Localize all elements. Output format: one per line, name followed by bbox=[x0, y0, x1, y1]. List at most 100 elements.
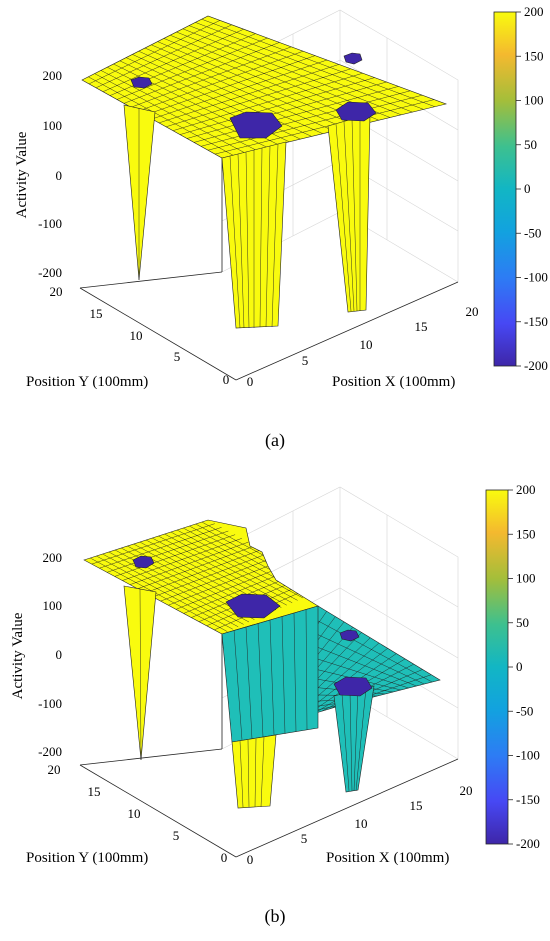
chart-a-mesh-line bbox=[200, 90, 411, 147]
chart-b-mesh-line bbox=[91, 523, 215, 565]
chart-a-mesh-line bbox=[88, 20, 220, 85]
chart-a-well-right-lines bbox=[335, 117, 361, 312]
chart-b-explored-mesh-line bbox=[303, 627, 425, 685]
chart-b-mesh-line bbox=[122, 538, 242, 581]
chart-b-hole-right bbox=[333, 676, 373, 697]
chart-a-mesh-line bbox=[193, 86, 399, 143]
chart-b-well-right bbox=[333, 685, 375, 793]
chart-b-mesh-line bbox=[114, 534, 236, 577]
chart-a-colorbar-label: 150 bbox=[524, 48, 544, 63]
caption-a: (a) bbox=[265, 430, 285, 451]
chart-b-y-ticks: 20 15 10 5 0 bbox=[48, 762, 228, 865]
chart-a-colorbar-label: 50 bbox=[524, 137, 537, 152]
chart-b: 200 100 0 -100 -200 Activity Value 20 15… bbox=[10, 482, 540, 867]
chart-a: 200 100 0 -100 -200 Activity Value 20 15… bbox=[14, 4, 548, 390]
chart-b-mesh-line bbox=[160, 556, 276, 602]
chart-a-xtick: 15 bbox=[415, 319, 428, 334]
chart-b-cliff-lines bbox=[233, 608, 308, 741]
chart-a-mesh-line bbox=[179, 77, 375, 135]
chart-b-ytick: 15 bbox=[88, 784, 101, 799]
chart-a-ytick: 20 bbox=[50, 284, 63, 299]
chart-a-colorbar-label: 200 bbox=[524, 4, 544, 19]
chart-a-ytick: 10 bbox=[130, 328, 143, 343]
chart-a-ztick: 200 bbox=[43, 68, 63, 83]
chart-a-xtick: 5 bbox=[302, 353, 309, 368]
chart-a-colorbar-label: 0 bbox=[524, 181, 531, 196]
chart-a-mesh-line bbox=[116, 37, 268, 100]
chart-b-ytick: 10 bbox=[128, 806, 141, 821]
chart-b-explored-mesh-line bbox=[310, 616, 433, 683]
chart-a-mesh bbox=[88, 18, 435, 156]
chart-a-ztick: -100 bbox=[38, 216, 62, 231]
chart-b-xtick: 20 bbox=[460, 783, 473, 798]
chart-b-xtick: 0 bbox=[247, 852, 254, 867]
chart-a-mesh-line bbox=[102, 28, 244, 92]
chart-a-mesh-line bbox=[95, 24, 232, 89]
chart-a-mesh-line bbox=[123, 42, 280, 104]
chart-a-y-ticks: 20 15 10 5 0 bbox=[50, 284, 230, 387]
chart-b-colorbar-label: 200 bbox=[516, 482, 536, 497]
chart-b-zlabel: Activity Value bbox=[10, 612, 26, 699]
chart-b-xlabel: Position X (100mm) bbox=[326, 850, 449, 866]
chart-b-colorbar: 200 150 100 50 0 -50 -100 -150 -200 bbox=[485, 482, 540, 851]
chart-a-z-ticks: 200 100 0 -100 -200 bbox=[38, 68, 62, 280]
chart-b-ylabel: Position Y (100mm) bbox=[26, 850, 148, 866]
chart-b-colorbar-label: 100 bbox=[516, 571, 536, 586]
chart-a-mesh-line bbox=[207, 94, 423, 151]
chart-a-obstacles bbox=[123, 52, 377, 329]
caption-b: (b) bbox=[265, 906, 286, 927]
chart-b-colorbar-label: 0 bbox=[516, 659, 523, 674]
chart-b-z-ticks: 200 100 0 -100 -200 bbox=[38, 550, 62, 759]
chart-a-ztick: -200 bbox=[38, 265, 62, 280]
chart-b-mesh-line bbox=[137, 545, 256, 589]
chart-b-ytick: 5 bbox=[173, 828, 180, 843]
chart-b-cliff bbox=[221, 605, 319, 743]
chart-b-xtick: 15 bbox=[410, 798, 423, 813]
chart-a-ytick: 5 bbox=[174, 349, 181, 364]
chart-a-ytick: 15 bbox=[90, 306, 103, 321]
chart-b-ztick: 200 bbox=[43, 550, 63, 565]
chart-a-hole-far bbox=[343, 52, 363, 65]
chart-a-colorbar-label: -150 bbox=[524, 314, 548, 329]
chart-b-hole-far bbox=[339, 629, 360, 642]
chart-b-mesh-line bbox=[152, 552, 270, 598]
chart-a-mesh-line bbox=[144, 55, 316, 116]
chart-a-colorbar-label: -100 bbox=[524, 270, 548, 285]
chart-a-colorbar: 200 150 100 50 0 -50 -100 -150 -200 bbox=[493, 4, 548, 373]
chart-b-mesh-line bbox=[106, 530, 229, 573]
chart-a-colorbar-label: -50 bbox=[524, 225, 541, 240]
chart-a-mesh-line bbox=[165, 68, 351, 128]
chart-b-ztick: -100 bbox=[38, 696, 62, 711]
chart-b-ytick: 20 bbox=[48, 762, 61, 777]
chart-a-xlabel: Position X (100mm) bbox=[332, 374, 455, 390]
chart-b-x-ticks: 0 5 10 15 20 bbox=[247, 783, 473, 867]
chart-b-colorbar-label: 50 bbox=[516, 615, 529, 630]
chart-a-hole-center bbox=[229, 111, 283, 139]
chart-a-mesh-line bbox=[158, 64, 339, 124]
chart-b-xtick: 5 bbox=[301, 831, 308, 846]
chart-a-mesh-line bbox=[130, 46, 292, 108]
chart-a-ztick: 0 bbox=[56, 168, 63, 183]
chart-a-xtick: 0 bbox=[247, 374, 254, 389]
chart-b-well-right-lines bbox=[341, 687, 367, 792]
chart-a-hole-right bbox=[335, 101, 377, 122]
chart-b-ztick: 0 bbox=[56, 647, 63, 662]
chart-b-colorbar-label: -100 bbox=[516, 748, 540, 763]
chart-b-ztick: 100 bbox=[43, 598, 63, 613]
chart-a-x-ticks: 0 5 10 15 20 bbox=[247, 304, 479, 389]
chart-a-mesh-line bbox=[137, 50, 304, 112]
chart-b-colorbar-bar bbox=[485, 489, 509, 845]
chart-a-mesh-line bbox=[214, 99, 435, 155]
chart-a-xtick: 20 bbox=[466, 304, 479, 319]
chart-b-mesh-line bbox=[99, 527, 222, 569]
chart-b-colorbar-label: -150 bbox=[516, 792, 540, 807]
chart-a-spike-left bbox=[123, 104, 156, 281]
chart-a-ztick: 100 bbox=[43, 118, 63, 133]
chart-b-obstacles bbox=[123, 555, 375, 809]
chart-a-zlabel: Activity Value bbox=[14, 131, 30, 218]
chart-b-xtick: 10 bbox=[355, 816, 368, 831]
chart-b-mesh-line bbox=[175, 563, 290, 610]
chart-b-ztick: -200 bbox=[38, 744, 62, 759]
chart-b-colorbar-label: -200 bbox=[516, 836, 540, 851]
